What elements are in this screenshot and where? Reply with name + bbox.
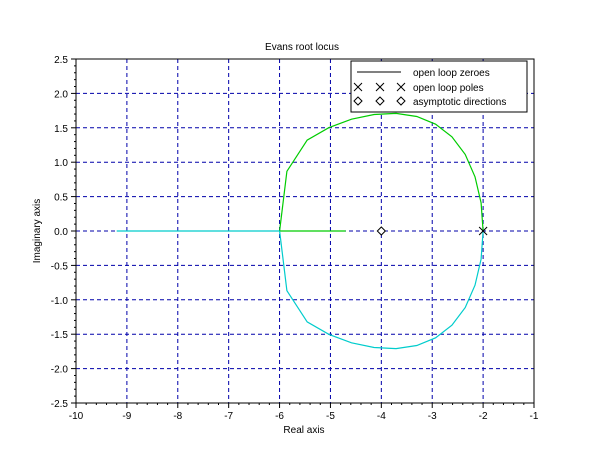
chart-title: Evans root locus <box>265 42 339 53</box>
x-tick-label: -1 <box>530 411 539 422</box>
pole-cross-stroke <box>478 226 488 236</box>
legend: open loop zeroes open loop poles asympto… <box>350 60 528 113</box>
y-tick-label: -0.5 <box>51 261 69 272</box>
x-tick-label: -2 <box>479 411 488 422</box>
x-tick-label: -8 <box>173 411 182 422</box>
y-tick-label: 2.0 <box>54 89 68 100</box>
legend-swatch-poles <box>353 82 406 92</box>
x-tick-label: -5 <box>326 411 335 422</box>
y-tick-label: 2.5 <box>54 55 68 66</box>
x-tick-label: -3 <box>428 411 437 422</box>
y-tick-label: -2.0 <box>51 365 69 376</box>
locus-branch <box>279 230 484 350</box>
y-tick-label: -1.0 <box>51 296 69 307</box>
x-tick-label: -6 <box>275 411 284 422</box>
legend-swatch-directions <box>353 96 406 106</box>
y-tick-label: 0.5 <box>54 193 68 204</box>
legend-label-zeroes: open loop zeroes <box>413 68 490 79</box>
y-tick-label: 0.0 <box>54 227 68 238</box>
open-loop-pole-marker <box>478 226 488 236</box>
y-tick-label: 1.0 <box>54 158 68 169</box>
y-tick-label: -1.5 <box>51 330 69 341</box>
x-tick-label: -4 <box>377 411 386 422</box>
locus-branch <box>279 112 484 232</box>
tick-layer: -10 -9 -8 -7 -6 -5 -4 -3 -2 -1 -2.5 -2.0 -1.5 -1.0 -0.… <box>51 55 539 422</box>
y-tick-label: -2.5 <box>51 399 69 410</box>
asymptotic-direction-marker <box>376 226 387 236</box>
series-layer <box>116 112 484 350</box>
legend-label-directions: asymptotic directions <box>413 97 506 108</box>
x-tick-label: -10 <box>69 411 84 422</box>
legend-label-poles: open loop poles <box>413 83 484 94</box>
x-tick-label: -7 <box>224 411 233 422</box>
y-axis-label: Imaginary axis <box>32 199 43 263</box>
y-tick-label: 1.5 <box>54 124 68 135</box>
x-axis-label: Real axis <box>283 425 324 436</box>
marker-layer <box>376 226 488 236</box>
x-tick-label: -9 <box>122 411 131 422</box>
